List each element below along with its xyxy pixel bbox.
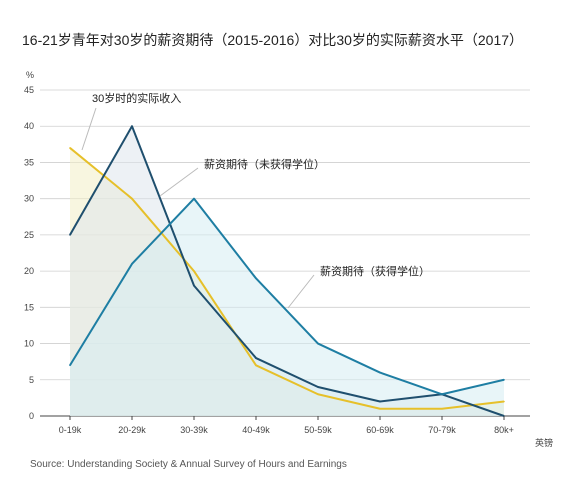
series-point-0-1 [131, 197, 133, 200]
series-point-1-0 [69, 234, 71, 236]
y-axis-unit: % [26, 70, 34, 80]
legend-expect-no-degree: 薪资期待（未获得学位） [204, 157, 325, 171]
x-tick-label-3: 40-49k [242, 425, 270, 435]
y-tick-label-30: 30 [24, 194, 34, 204]
leader-actual-income [81, 107, 97, 151]
y-tick-label-5: 5 [29, 375, 34, 385]
series-point-0-6 [441, 407, 443, 410]
series-point-0-3 [255, 364, 257, 367]
annotation-leaders [81, 107, 315, 309]
y-tick-label-10: 10 [24, 339, 34, 349]
x-tick-label-2: 30-39k [180, 425, 208, 435]
chart-title: 16-21岁青年对30岁的薪资期待（2015-2016）对比30岁的实际薪资水平… [22, 32, 523, 48]
x-axis-unit: 英镑 [535, 437, 553, 448]
series-point-1-2 [193, 284, 195, 287]
y-tick-label-15: 15 [24, 302, 34, 312]
series-point-2-1 [131, 263, 133, 265]
series-point-2-5 [379, 371, 381, 374]
x-axis: 0-19k 20-29k 30-39k 40-49k 50-59k 60-69k 70-79… [59, 416, 514, 435]
series-point-1-4 [317, 386, 319, 388]
series-line-0 [69, 147, 505, 410]
y-tick-label-0: 0 [29, 411, 34, 421]
series-point-1-3 [255, 357, 257, 359]
series-point-0-2 [193, 270, 195, 272]
legend-expect-degree: 薪资期待（获得学位） [320, 264, 430, 278]
source-note: Source: Understanding Society & Annual S… [30, 459, 347, 470]
series-point-2-7 [503, 378, 505, 381]
series-point-0-4 [317, 393, 319, 396]
series-line-2 [69, 197, 505, 396]
series-point-1-1 [131, 125, 133, 128]
series-point-2-2 [193, 197, 195, 200]
y-tick-label-25: 25 [24, 230, 34, 240]
series-point-0-0 [69, 147, 71, 149]
y-tick-label-40: 40 [24, 121, 34, 131]
y-axis: 0 5 10 15 20 25 30 35 40 45 [24, 85, 34, 421]
series-point-0-7 [503, 400, 505, 403]
series-point-2-4 [317, 342, 319, 345]
legend-actual-income: 30岁时的实际收入 [92, 91, 181, 105]
y-tick-label-20: 20 [24, 266, 34, 276]
x-tick-label-0: 0-19k [59, 425, 82, 435]
series-line-1 [69, 125, 505, 417]
series-point-2-0 [69, 364, 71, 367]
series-point-1-5 [379, 400, 381, 403]
x-tick-label-1: 20-29k [118, 425, 146, 435]
series-point-2-6 [441, 393, 443, 396]
leader-expect-no-degree [159, 167, 199, 197]
x-tick-label-4: 50-59k [304, 425, 332, 435]
leader-expect-degree [287, 274, 315, 309]
series-point-0-5 [379, 407, 381, 410]
series-point-2-3 [255, 277, 257, 280]
x-tick-label-5: 60-69k [366, 425, 394, 435]
y-tick-label-45: 45 [24, 85, 34, 95]
series-lines [69, 125, 505, 417]
x-tick-label-6: 70-79k [428, 425, 456, 435]
y-tick-label-35: 35 [24, 157, 34, 167]
series-points [69, 125, 505, 417]
x-tick-label-7: 80k+ [494, 425, 514, 435]
